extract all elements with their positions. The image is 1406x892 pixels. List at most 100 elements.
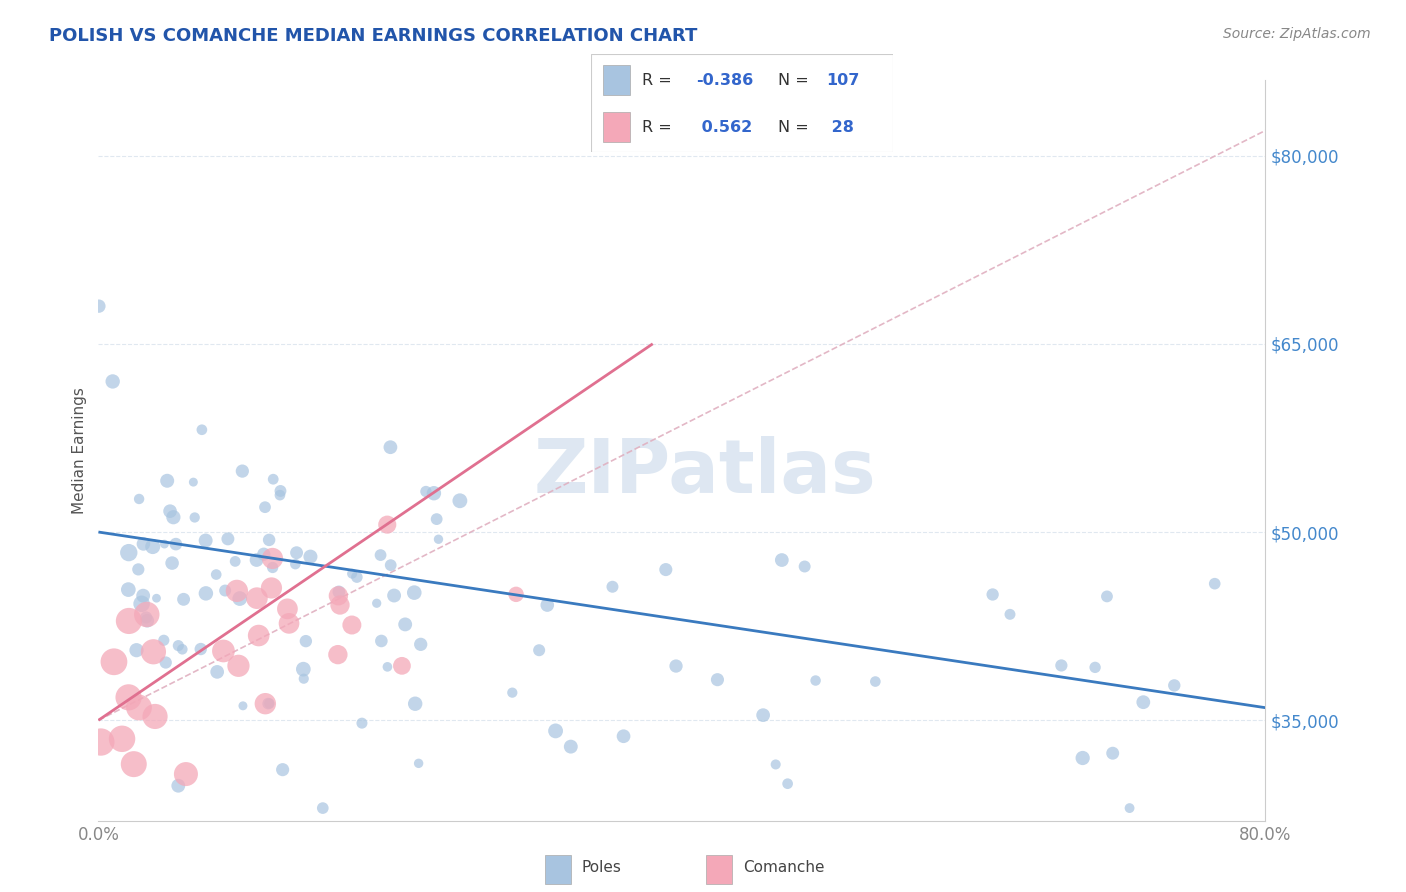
Point: [284, 557, 307, 571]
Point: [380, 440, 402, 454]
Point: [167, 779, 190, 793]
Text: Comanche: Comanche: [742, 860, 824, 875]
Point: [1132, 695, 1154, 709]
Point: [194, 533, 217, 548]
FancyBboxPatch shape: [603, 112, 630, 142]
Text: 28: 28: [827, 120, 855, 135]
Point: [527, 643, 550, 657]
Point: [128, 700, 150, 714]
Point: [132, 537, 155, 551]
Point: [217, 532, 239, 546]
Point: [262, 472, 284, 486]
Point: [655, 563, 678, 577]
Point: [560, 739, 582, 754]
Point: [326, 648, 349, 662]
Point: [117, 582, 139, 597]
Point: [292, 662, 315, 676]
Point: [231, 464, 253, 478]
Point: [135, 610, 157, 624]
Point: [1118, 801, 1140, 815]
Point: [328, 585, 350, 599]
Point: [404, 697, 426, 711]
Point: [246, 591, 269, 606]
Point: [404, 585, 426, 599]
Point: [254, 697, 277, 711]
Point: [257, 533, 280, 547]
Text: R =: R =: [643, 120, 672, 135]
Point: [278, 616, 301, 631]
Point: [183, 475, 205, 489]
Point: [865, 674, 887, 689]
Point: [142, 540, 165, 554]
Point: [612, 729, 634, 743]
Point: [245, 553, 267, 567]
Point: [183, 510, 205, 524]
Point: [257, 697, 280, 711]
Point: [118, 546, 141, 560]
Point: [366, 596, 388, 610]
Point: [269, 483, 291, 498]
Point: [87, 299, 110, 313]
Point: [536, 598, 558, 612]
Point: [804, 673, 827, 688]
Point: [426, 512, 449, 526]
Point: [173, 592, 195, 607]
Point: [90, 735, 112, 749]
Point: [111, 731, 134, 746]
Point: [165, 537, 187, 551]
Point: [770, 553, 793, 567]
Point: [1095, 590, 1118, 604]
Point: [224, 554, 246, 568]
Point: [285, 546, 308, 560]
Point: [380, 558, 402, 573]
Point: [350, 716, 373, 731]
Point: [544, 723, 567, 738]
Point: [229, 591, 252, 606]
Point: [232, 698, 254, 713]
Point: [128, 491, 150, 506]
Point: [131, 597, 153, 611]
Point: [1204, 576, 1226, 591]
Point: [409, 637, 432, 651]
Point: [299, 549, 322, 564]
Point: [205, 665, 228, 679]
Point: [125, 643, 148, 657]
FancyBboxPatch shape: [591, 54, 893, 152]
Point: [162, 510, 184, 524]
Point: [340, 566, 363, 581]
Point: [312, 801, 335, 815]
Point: [776, 777, 799, 791]
Point: [167, 639, 190, 653]
Point: [117, 690, 139, 705]
Point: [276, 602, 298, 616]
Point: [152, 633, 174, 648]
FancyBboxPatch shape: [706, 855, 731, 883]
Point: [340, 618, 363, 632]
Point: [269, 488, 291, 502]
Point: [159, 504, 181, 518]
Point: [706, 673, 728, 687]
Point: [665, 659, 688, 673]
Point: [423, 486, 446, 500]
Text: N =: N =: [778, 120, 808, 135]
Text: R =: R =: [643, 72, 672, 87]
Point: [127, 562, 149, 576]
FancyBboxPatch shape: [546, 855, 571, 883]
FancyBboxPatch shape: [603, 65, 630, 95]
Point: [501, 686, 523, 700]
Point: [375, 517, 398, 532]
Point: [205, 567, 228, 582]
Point: [415, 484, 437, 499]
Point: [253, 547, 276, 561]
Point: [262, 560, 284, 574]
Point: [260, 581, 283, 595]
Point: [191, 423, 214, 437]
Point: [370, 548, 392, 562]
Point: [765, 757, 787, 772]
Point: [214, 583, 236, 598]
Point: [1163, 678, 1185, 692]
Point: [122, 757, 145, 772]
Text: 107: 107: [827, 72, 859, 87]
Point: [346, 570, 368, 584]
Point: [228, 658, 250, 673]
